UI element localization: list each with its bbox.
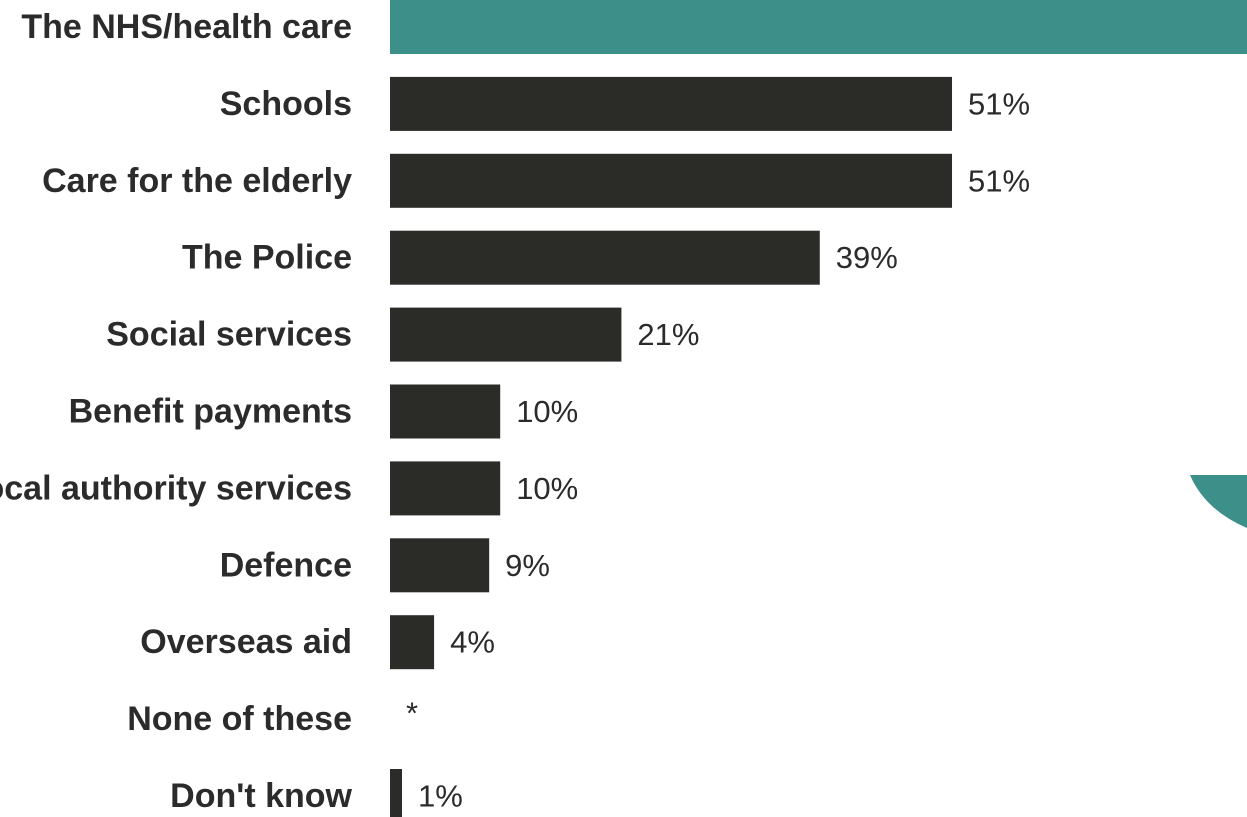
- category-label: Defence: [220, 546, 352, 584]
- category-label: Care for the elderly: [42, 162, 352, 200]
- value-label: 10%: [516, 394, 578, 429]
- category-label: The Police: [182, 239, 352, 277]
- category-label: The NHS/health care: [21, 8, 352, 46]
- category-label: Benefit payments: [69, 393, 352, 431]
- category-labels-group: The NHS/health care Schools Care for the e…: [0, 8, 353, 815]
- value-label: 1%: [418, 779, 463, 814]
- bar: [390, 384, 501, 439]
- value-label: 10%: [516, 471, 578, 506]
- bar: [390, 153, 953, 208]
- category-label: Schools: [220, 85, 352, 123]
- value-labels-group: 51% 51% 39% 21% 10% 10% 9% 4% * 1%: [406, 86, 1030, 813]
- value-label: 39%: [836, 240, 898, 275]
- bar: [390, 538, 490, 593]
- bar: [390, 230, 820, 285]
- bars-group: [390, 0, 1247, 817]
- bar: [390, 769, 402, 817]
- bar: [390, 76, 953, 131]
- category-label: Social services: [106, 316, 352, 354]
- category-label: None of these: [127, 700, 352, 738]
- value-label: 51%: [968, 86, 1030, 121]
- bar: [390, 307, 622, 362]
- decorative-teal-shape: [1190, 475, 1247, 528]
- bar: [390, 615, 435, 670]
- bar: [390, 461, 501, 516]
- value-label: 9%: [505, 548, 550, 583]
- category-label: Local authority services: [0, 469, 352, 507]
- bar-highlight: [390, 0, 1247, 54]
- category-label: Overseas aid: [140, 623, 352, 661]
- value-label: 4%: [450, 625, 495, 660]
- category-label: Don't know: [170, 777, 352, 815]
- value-label: 21%: [637, 317, 699, 352]
- value-label: *: [406, 696, 418, 731]
- value-label: 51%: [968, 163, 1030, 198]
